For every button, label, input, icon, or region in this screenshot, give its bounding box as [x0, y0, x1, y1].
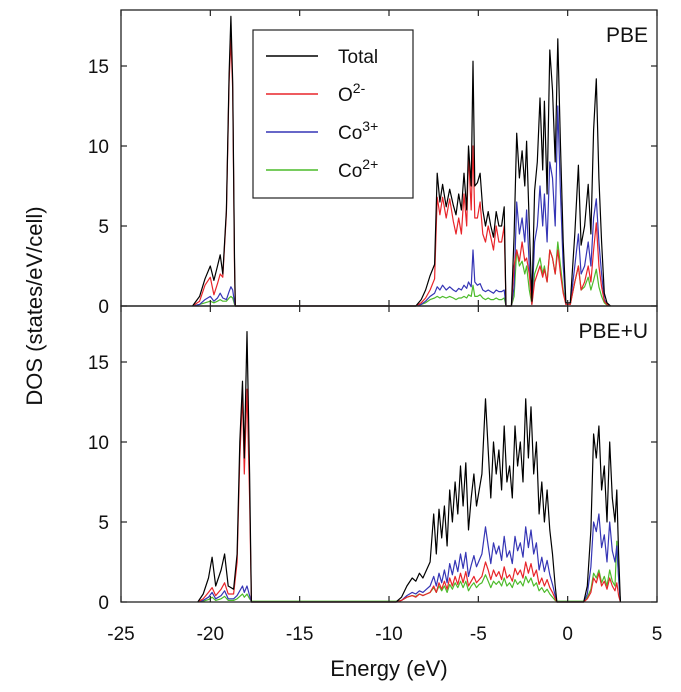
x-tick-label: 0	[562, 624, 573, 645]
panel-label-pbe-u: PBE+U	[579, 320, 648, 343]
y-tick-label: 10	[88, 433, 109, 454]
legend-label-total: Total	[338, 47, 378, 68]
legend-label-co3: Co3+	[338, 118, 378, 144]
y-tick-label: 5	[98, 513, 109, 534]
legend-label-o: O2-	[338, 80, 366, 106]
x-tick-label: -10	[375, 624, 402, 645]
x-tick-label: 5	[652, 624, 663, 645]
y-tick-label: 0	[98, 593, 109, 614]
y-tick-label: 10	[88, 137, 109, 158]
y-tick-label: 5	[98, 217, 109, 238]
y-tick-label: 15	[88, 57, 109, 78]
y-axis-title: DOS (states/eV/cell)	[22, 206, 47, 405]
x-tick-label: -25	[107, 624, 134, 645]
panel-label-pbe: PBE	[606, 24, 648, 47]
axes-group: -25 -20 -15 -10 -5 0 5 0 5 10 15 0 5 10 15	[88, 10, 662, 645]
x-tick-label: -5	[470, 624, 487, 645]
x-tick-label: -15	[286, 624, 313, 645]
legend-label-co2: Co2+	[338, 156, 378, 182]
y-tick-label: 0	[98, 297, 109, 318]
y-tick-label: 15	[88, 353, 109, 374]
x-tick-label: -20	[197, 624, 224, 645]
x-axis-title: Energy (eV)	[330, 656, 447, 681]
legend: Total O2- Co3+ Co2+	[252, 29, 414, 199]
